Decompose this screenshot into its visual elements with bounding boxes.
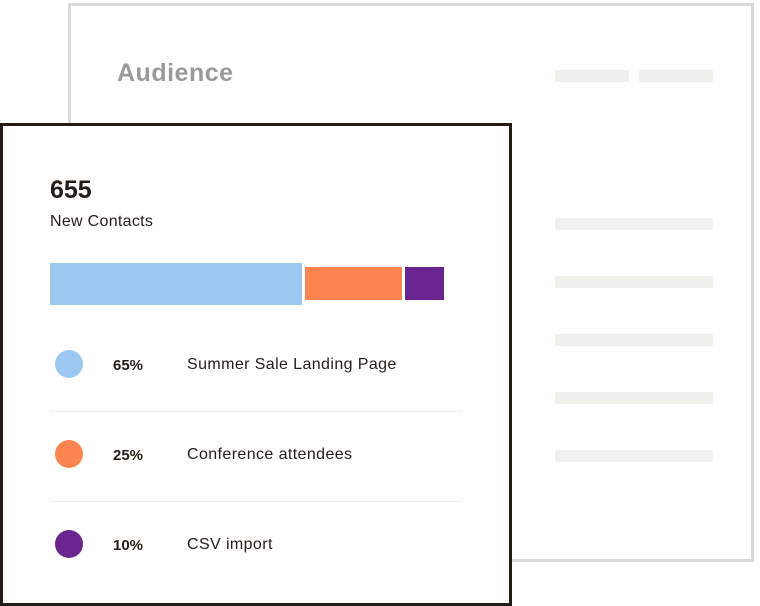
segment-percent: 25% [113, 447, 144, 464]
segment-label: Conference attendees [187, 446, 353, 463]
legend-row: 10% CSV import [50, 502, 462, 591]
legend-row: 25% Conference attendees [50, 412, 462, 502]
placeholder-line [555, 334, 713, 346]
segment-label: Summer Sale Landing Page [187, 356, 397, 373]
audience-title: Audience [117, 59, 234, 87]
color-dot-icon [55, 350, 83, 378]
segment-percent: 65% [113, 357, 144, 374]
segment-legend: 65% Summer Sale Landing Page 25% Confere… [50, 322, 462, 591]
contacts-count: 655 [50, 176, 92, 204]
segment-percent: 10% [113, 537, 144, 554]
color-dot-icon [55, 440, 83, 468]
segment-bar-part [305, 267, 402, 300]
color-dot-icon [55, 530, 83, 558]
contacts-count-label: New Contacts [50, 213, 154, 230]
segment-bar-part [405, 267, 444, 300]
segment-bar-part [50, 263, 302, 305]
placeholder-line [555, 276, 713, 288]
legend-row: 65% Summer Sale Landing Page [50, 322, 462, 412]
segment-label: CSV import [187, 536, 273, 553]
placeholder-line [555, 450, 713, 462]
segment-bar [50, 263, 444, 305]
placeholder-line [555, 218, 713, 230]
placeholder-line [555, 392, 713, 404]
new-contacts-card: 655 New Contacts 65% Summer Sale Landing… [0, 123, 512, 606]
placeholder-line [555, 70, 629, 82]
placeholder-line [639, 70, 713, 82]
